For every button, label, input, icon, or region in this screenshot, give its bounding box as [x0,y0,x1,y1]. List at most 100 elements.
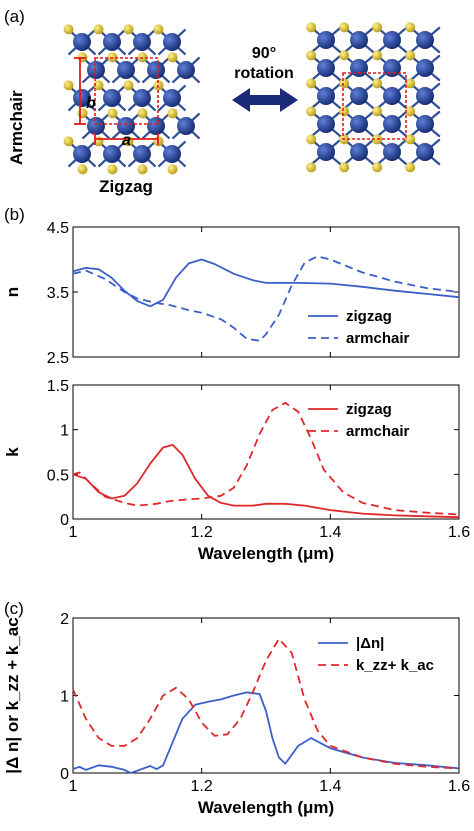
atom-s [167,164,178,175]
atom-mo [147,61,165,79]
atom-mo [163,145,181,163]
rotation-angle-label: 90° [252,45,276,62]
rotation-arrow: 90° rotation [232,45,298,112]
y-tick-label: 0 [60,766,69,783]
y-tick-label: 0 [60,512,69,529]
plot-extinction-k: 0 0.5 1 1.5 1 1.2 1.4 1.6 Wavelength (μm) k zigzag… [3,378,470,563]
atom-mo [350,143,368,161]
atom-mo [383,31,401,49]
atom-mo [177,61,195,79]
atom-mo [350,59,368,77]
atom-mo [133,89,151,107]
atom-mo [87,61,105,79]
plot-frame [72,617,460,774]
atom-s [137,164,148,175]
series-line-1 [72,258,460,308]
lattice-b-label: b [86,95,96,112]
panel-c-label: (c) [4,599,24,618]
atom-s [123,80,134,91]
atom-mo [133,33,151,51]
atom-mo [103,145,121,163]
atom-s [405,50,416,61]
atom-s [93,24,104,35]
series-line-1 [72,691,460,774]
atom-mo [350,87,368,105]
atom-s [63,80,74,91]
atom-s [63,136,74,147]
atom-mo [163,33,181,51]
series-line-2 [72,255,460,342]
atom-s [372,78,383,89]
atom-mo [103,89,121,107]
panel-a: (a) Armchair Zigzag b a 90° rotation [4,7,441,196]
atom-s [137,108,148,119]
atom-s [372,106,383,117]
atom-mo [73,145,91,163]
atom-mo [416,31,434,49]
atom-mo [317,143,335,161]
zigzag-label: Zigzag [99,177,153,196]
legend-label-1: |Δn| [356,635,384,652]
y-tick-label: 2 [60,611,69,628]
y-tick-label: 2.5 [47,350,69,367]
atom-mo [117,61,135,79]
atom-mo [87,117,105,135]
atom-mo [103,33,121,51]
atom-mo [383,87,401,105]
atom-mo [317,59,335,77]
atom-s [306,106,317,117]
y-tick-label: 1 [60,689,69,706]
atom-mo [133,145,151,163]
panel-a-label: (a) [4,7,25,26]
crystal-structure-zigzag-view [63,24,201,175]
y-tick-label: 1 [60,423,69,440]
x-tick-label: 1.4 [319,524,341,541]
unit-cell-right [342,72,407,140]
atom-s [372,162,383,173]
atom-s [405,134,416,145]
atom-mo [317,31,335,49]
plot-refractive-index-n: 2.5 3.5 4.5 n zigzag armchair [3,220,460,367]
atom-s [107,164,118,175]
y-axis-label: |Δ n| or k_zz + k_ac [3,617,22,773]
atom-mo [73,89,91,107]
atom-s [339,162,350,173]
atom-mo [317,87,335,105]
x-axis-label: Wavelength (μm) [198,798,334,817]
atom-s [306,78,317,89]
x-tick-label: 1 [69,524,78,541]
atom-mo [416,87,434,105]
atom-s [306,22,317,33]
atom-mo [163,89,181,107]
atom-s [93,80,104,91]
atom-s [306,134,317,145]
crystal-structure-rotated-view [306,22,441,173]
armchair-label: Armchair [7,90,26,165]
atom-mo [383,115,401,133]
atom-s [63,24,74,35]
panel-b-label: (b) [4,205,25,224]
unit-cell-left: b a [74,57,159,149]
atom-s [153,24,164,35]
y-axis-label: n [3,287,22,297]
atom-s [306,50,317,61]
atom-s [339,22,350,33]
legend-label-2: k_zz+ k_ac [356,657,434,674]
y-tick-label: 0.5 [47,467,69,484]
atom-s [405,106,416,117]
atom-s [405,22,416,33]
x-tick-label: 1 [69,778,78,795]
atom-mo [177,117,195,135]
x-axis-label: Wavelength (μm) [198,544,334,563]
y-tick-label: 3.5 [47,285,69,302]
atom-s [77,164,88,175]
atom-mo [416,59,434,77]
atom-mo [350,115,368,133]
atom-mo [416,143,434,161]
atom-s [167,108,178,119]
atom-s [123,24,134,35]
atom-mo [416,115,434,133]
y-axis-label: k [3,447,22,457]
